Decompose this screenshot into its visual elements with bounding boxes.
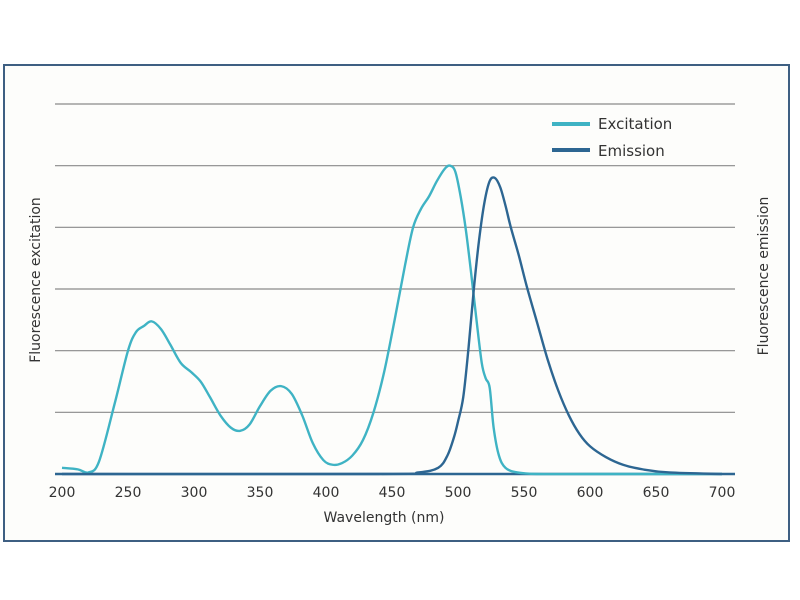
series-line-emission <box>61 176 723 476</box>
y-axis-label-right: Fluorescence emission <box>756 197 772 356</box>
x-tick-label: 300 <box>181 485 208 501</box>
series-line-excitation <box>61 164 722 476</box>
x-tick-label: 600 <box>577 485 604 501</box>
legend-label-emission: Emission <box>598 142 665 160</box>
x-tick-label: 400 <box>313 485 340 501</box>
x-axis-label: Wavelength (nm) <box>324 510 445 526</box>
x-tick-label: 700 <box>709 485 736 501</box>
y-axis-label-left: Fluorescence excitation <box>28 197 44 363</box>
x-tick-label: 500 <box>445 485 472 501</box>
x-tick-label: 450 <box>379 485 406 501</box>
x-tick-label: 350 <box>247 485 274 501</box>
legend: Excitation Emission <box>552 115 672 160</box>
x-tick-label: 550 <box>511 485 538 501</box>
x-tick-label: 650 <box>643 485 670 501</box>
chart-frame <box>3 64 790 542</box>
x-tick-label: 200 <box>49 485 76 501</box>
legend-label-excitation: Excitation <box>598 115 672 133</box>
x-tick-label: 250 <box>115 485 142 501</box>
